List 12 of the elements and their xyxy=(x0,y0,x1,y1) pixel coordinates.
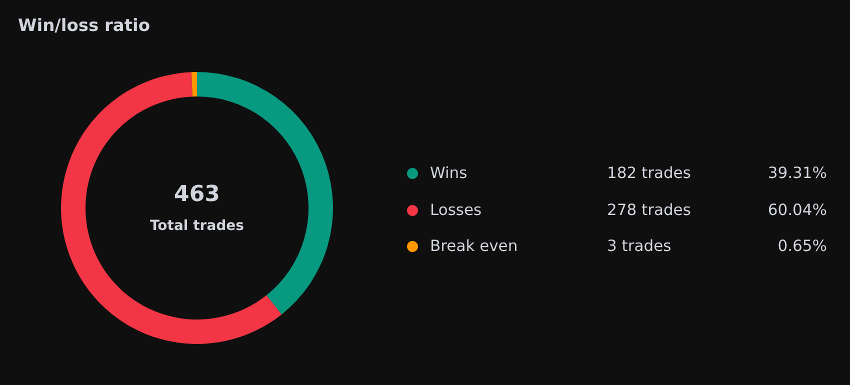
chart-title: Win/loss ratio xyxy=(18,16,150,36)
legend-label: Wins xyxy=(430,163,468,183)
text: 463 xyxy=(173,182,221,207)
text: Total trades xyxy=(148,218,245,234)
data-label: 182 trades xyxy=(607,163,691,183)
legend-label: Break even xyxy=(430,236,518,256)
legend-label: Losses xyxy=(430,200,482,220)
text: 60.04% xyxy=(768,200,827,220)
text: 0.65% xyxy=(778,236,827,256)
text: 39.31% xyxy=(768,163,827,183)
data-label: 3 trades xyxy=(607,236,672,256)
data-label: 278 trades xyxy=(607,200,691,220)
